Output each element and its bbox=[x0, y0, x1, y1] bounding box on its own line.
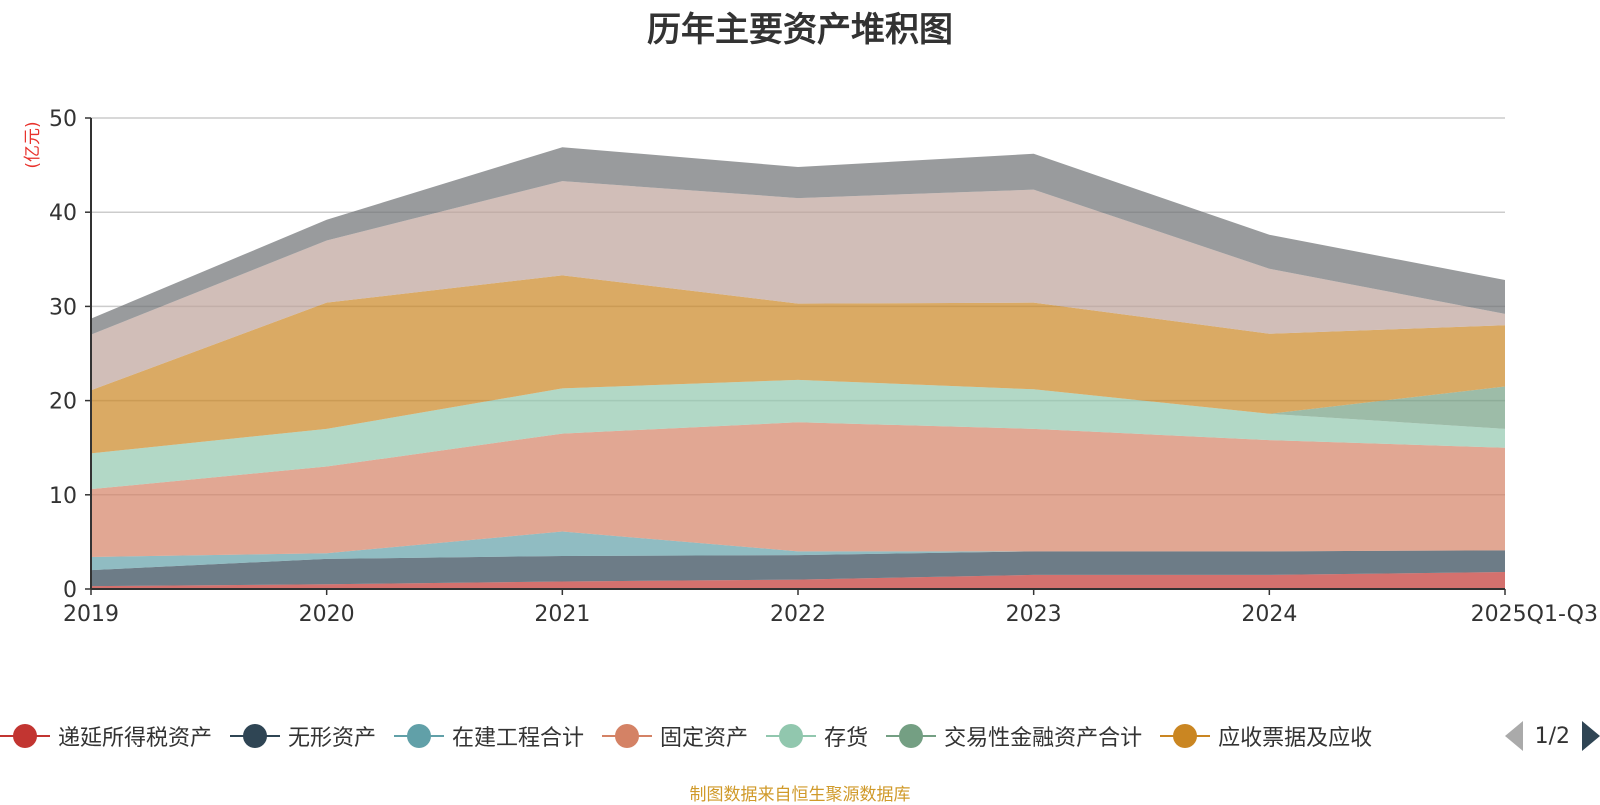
legend-item[interactable]: 应收票据及应收 bbox=[1160, 720, 1372, 752]
legend-item[interactable]: 交易性金融资产合计 bbox=[886, 720, 1142, 752]
area-series-6[interactable] bbox=[91, 275, 1505, 454]
legend-item[interactable]: 递延所得税资产 bbox=[0, 720, 212, 752]
y-tick-label: 40 bbox=[49, 201, 77, 226]
legend-dot bbox=[407, 724, 432, 748]
x-tick-label: 2020 bbox=[299, 602, 355, 627]
legend-label: 递延所得税资产 bbox=[58, 726, 213, 751]
legend-marker-icon bbox=[886, 723, 937, 749]
axes: 0 10 20 30 40 50 2019 2020 2021 2022 2023 2024 2025Q… bbox=[49, 107, 1598, 627]
area-series-7[interactable] bbox=[91, 181, 1505, 391]
area-series-layer bbox=[91, 147, 1505, 589]
y-tick-label: 20 bbox=[49, 390, 77, 415]
legend-item[interactable]: 固定资产 bbox=[602, 720, 748, 752]
legend-marker-icon bbox=[602, 723, 653, 749]
area-series-2[interactable] bbox=[91, 531, 1505, 571]
legend-next-page-icon[interactable] bbox=[1582, 721, 1600, 751]
y-tick-label: 50 bbox=[49, 107, 77, 132]
legend-dot bbox=[13, 724, 37, 748]
x-tick-label: 2023 bbox=[1006, 602, 1062, 627]
area-series-1[interactable] bbox=[91, 550, 1505, 587]
legend-prev-page-icon[interactable] bbox=[1504, 721, 1523, 751]
legend-dot bbox=[1173, 724, 1198, 748]
y-tick-label: 10 bbox=[49, 484, 77, 509]
legend-label: 在建工程合计 bbox=[452, 726, 585, 751]
legend-marker-icon bbox=[0, 723, 50, 749]
legend-item[interactable]: 存货 bbox=[766, 720, 868, 752]
x-tick-label: 2022 bbox=[770, 602, 826, 627]
source-note: 制图数据来自恒生聚源数据库 bbox=[689, 785, 911, 805]
legend-label: 存货 bbox=[824, 726, 869, 751]
y-tick-label: 0 bbox=[63, 578, 77, 603]
legend-dot bbox=[899, 724, 924, 748]
legend-item[interactable]: 无形资产 bbox=[230, 720, 376, 752]
legend-dot bbox=[615, 724, 640, 748]
legend-item[interactable]: 在建工程合计 bbox=[394, 720, 584, 752]
legend-label: 无形资产 bbox=[288, 726, 377, 751]
legend-marker-icon bbox=[766, 723, 817, 749]
x-tick-label: 2021 bbox=[534, 602, 590, 627]
legend-pager: 1/2 bbox=[1504, 718, 1600, 754]
y-axis-label: (亿元) bbox=[23, 121, 43, 168]
x-tick-label: 2019 bbox=[63, 602, 119, 627]
legend-marker-icon bbox=[230, 723, 281, 749]
x-tick-label: 2025Q1-Q3 bbox=[1471, 602, 1598, 627]
legend-dot bbox=[243, 724, 268, 748]
area-series-3[interactable] bbox=[91, 422, 1505, 557]
area-series-0[interactable] bbox=[91, 572, 1505, 589]
x-tick-label: 2024 bbox=[1241, 602, 1297, 627]
legend-label: 交易性金融资产合计 bbox=[944, 726, 1143, 751]
y-tick-label: 30 bbox=[49, 295, 77, 320]
legend-dot bbox=[779, 724, 804, 748]
legend: 递延所得税资产 无形资产 在建工程合计 固定资产 存货 交易性金融资产合计 应收票据及应收 bbox=[0, 718, 1600, 754]
legend-label: 固定资产 bbox=[660, 726, 749, 751]
legend-marker-icon bbox=[1160, 723, 1211, 749]
chart-title: 历年主要资产堆积图 bbox=[647, 10, 953, 50]
legend-marker-icon bbox=[394, 723, 445, 749]
legend-page-indicator: 1/2 bbox=[1534, 723, 1570, 749]
area-series-8[interactable] bbox=[91, 147, 1505, 335]
legend-label: 应收票据及应收 bbox=[1218, 726, 1373, 751]
area-series-4[interactable] bbox=[91, 379, 1505, 490]
